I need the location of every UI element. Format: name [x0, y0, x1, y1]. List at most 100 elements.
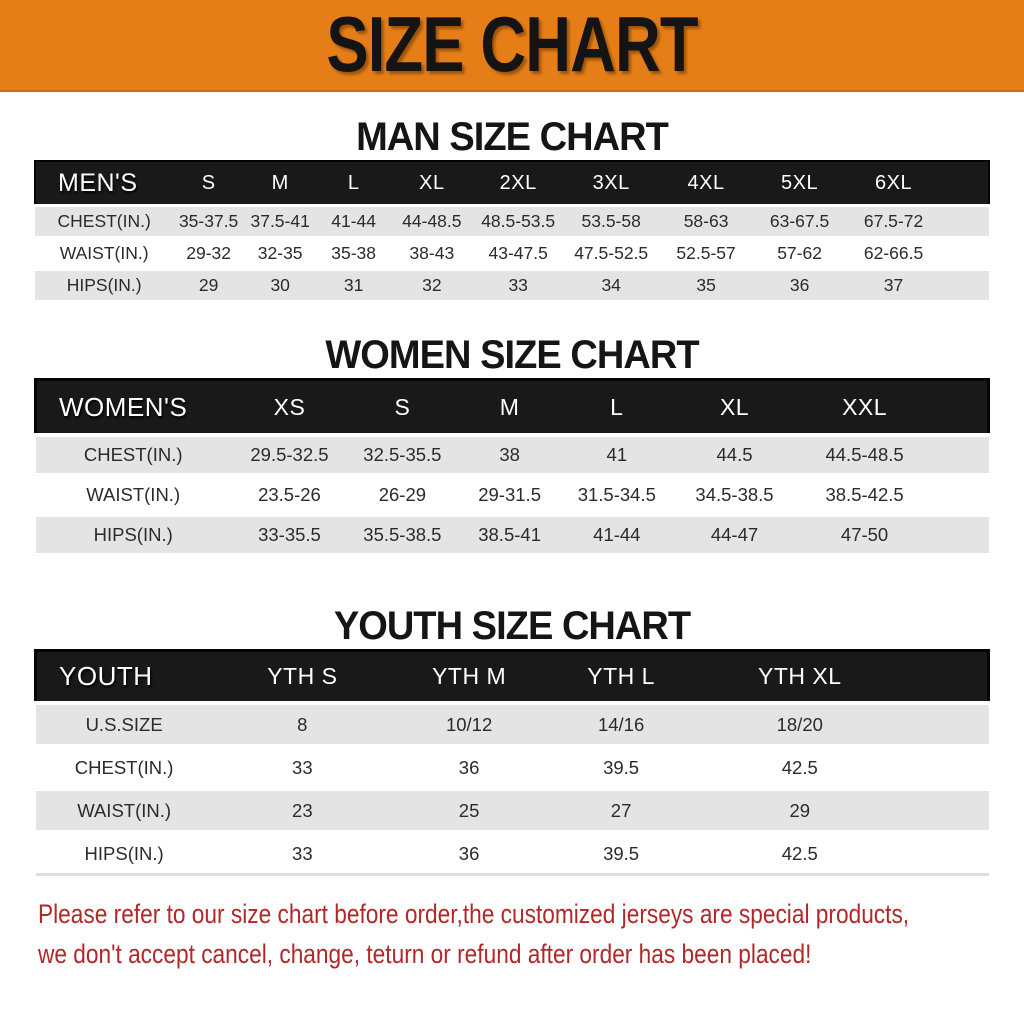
size-column-header: 2XL: [499, 171, 537, 194]
size-cell: 33: [292, 756, 313, 778]
size-column-header: M: [499, 393, 520, 420]
banner: SIZE CHART: [0, 0, 1024, 92]
size-cell: 23: [292, 799, 313, 821]
table-row-hips: HIPS(IN.) 33 36 39.5 42.5: [35, 832, 989, 875]
size-column-header: M: [271, 171, 289, 194]
spacer: [904, 651, 989, 704]
size-cell: 33-35.5: [258, 524, 321, 545]
youth-corner-label: YOUTH: [59, 661, 153, 691]
table-row-waist: WAIST(IN.) 29-32 32-35 35-38 38-43 43-47…: [35, 237, 989, 270]
size-column-header: YTH L: [587, 663, 655, 689]
size-cell: 41-44: [593, 524, 641, 545]
size-column-header: 6XL: [874, 171, 913, 194]
size-cell: 44.5-48.5: [825, 444, 904, 465]
table-row-ussize: U.S.SIZE 8 10/12 14/16 18/20: [35, 703, 989, 746]
size-column-header: XXL: [842, 393, 888, 420]
row-label: WAIST(IN.): [59, 243, 149, 263]
size-cell: 35: [696, 275, 716, 295]
size-column-header: XS: [273, 393, 306, 420]
size-cell: 29.5-32.5: [250, 444, 329, 465]
size-cell: 29-32: [186, 243, 231, 263]
size-cell: 47-50: [840, 524, 889, 545]
size-cell: 38.5-41: [478, 524, 541, 545]
size-column-header: 5XL: [781, 171, 819, 194]
row-label: WAIST(IN.): [86, 484, 181, 505]
size-cell: 33: [292, 842, 313, 864]
man-section-title: MAN SIZE CHART: [356, 115, 669, 159]
row-label: WAIST(IN.): [77, 799, 172, 821]
size-cell: 29-31.5: [478, 484, 541, 505]
size-cell: 41-44: [331, 211, 376, 231]
size-cell: 37: [883, 275, 904, 295]
size-column-header: YTH XL: [758, 663, 842, 689]
mens-size-table: MEN'S S M L XL 2XL 3XL 4XL 5XL 6XL CHEST…: [34, 160, 990, 300]
size-cell: 38-43: [409, 243, 455, 263]
size-cell: 31: [343, 275, 364, 295]
size-column-header: L: [347, 171, 360, 194]
size-cell: 36: [789, 275, 810, 295]
footer-line-1: Please refer to our size chart before or…: [38, 899, 910, 929]
mens-corner-label: MEN'S: [58, 168, 138, 197]
mens-header-row: MEN'S S M L XL 2XL 3XL 4XL 5XL 6XL: [35, 161, 989, 206]
size-column-header: XL: [719, 393, 750, 420]
size-cell: 29: [198, 275, 219, 295]
spacer: [941, 238, 989, 270]
size-cell: 41: [606, 444, 628, 465]
size-cell: 58-63: [683, 211, 729, 231]
size-cell: 32: [422, 275, 442, 295]
womens-header-row: WOMEN'S XS S M L XL XXL: [35, 379, 989, 436]
youth-header-row: YOUTH YTH S YTH M YTH L YTH XL: [35, 650, 989, 704]
size-cell: 31.5-34.5: [577, 484, 656, 505]
size-column-header: S: [394, 393, 411, 420]
size-cell: 34.5-38.5: [695, 484, 774, 505]
youth-size-table: YOUTH YTH S YTH M YTH L YTH XL U.S.SIZE …: [34, 649, 990, 876]
row-label: HIPS(IN.): [66, 275, 142, 295]
spacer: [941, 270, 989, 301]
banner-title: SIZE CHART: [326, 1, 698, 89]
row-label: CHEST(IN.): [83, 444, 183, 465]
size-cell: 52.5-57: [676, 243, 736, 263]
table-row-chest: CHEST(IN.) 29.5-32.5 32.5-35.5 38 41 44.…: [35, 435, 989, 475]
size-cell: 18/20: [776, 713, 823, 735]
size-cell: 33: [508, 275, 528, 295]
size-cell: 32.5-35.5: [363, 444, 442, 465]
womens-size-table: WOMEN'S XS S M L XL XXL CHEST(IN.) 29.5-…: [34, 378, 990, 553]
row-label: HIPS(IN.): [84, 842, 164, 864]
size-cell: 10/12: [445, 713, 493, 735]
spacer: [904, 746, 989, 789]
size-cell: 27: [610, 799, 632, 821]
spacer: [904, 703, 989, 746]
size-cell: 36: [458, 756, 480, 778]
size-cell: 14/16: [597, 713, 645, 735]
table-row-chest: CHEST(IN.) 35-37.5 37.5-41 41-44 44-48.5…: [35, 205, 989, 238]
table-row-hips: HIPS(IN.) 33-35.5 35.5-38.5 38.5-41 41-4…: [35, 515, 989, 553]
spacer: [931, 435, 988, 475]
womens-corner-label: WOMEN'S: [59, 391, 188, 422]
size-column-header: YTH M: [432, 663, 507, 689]
row-label: CHEST(IN.): [74, 756, 174, 778]
table-row-hips: HIPS(IN.) 29 30 31 32 33 34 35 36 37: [35, 269, 989, 301]
size-cell: 38.5-42.5: [825, 484, 904, 505]
row-label: CHEST(IN.): [57, 211, 151, 231]
size-column-header: 4XL: [687, 171, 725, 194]
size-cell: 29: [789, 799, 811, 821]
footer-note: Please refer to our size chart before or…: [38, 894, 1024, 974]
size-cell: 47.5-52.5: [574, 243, 649, 263]
size-cell: 42.5: [781, 842, 818, 864]
size-cell: 44.5: [716, 444, 753, 465]
size-cell: 67.5-72: [863, 211, 924, 231]
size-cell: 38: [499, 444, 520, 465]
size-cell: 35-37.5: [178, 211, 239, 231]
size-cell: 48.5-53.5: [481, 211, 556, 231]
spacer: [904, 832, 989, 875]
size-column-header: XL: [419, 171, 445, 194]
size-cell: 44-48.5: [402, 211, 462, 231]
row-label: HIPS(IN.): [93, 524, 173, 545]
spacer: [931, 380, 988, 436]
size-cell: 43-47.5: [488, 243, 548, 263]
size-cell: 63-67.5: [769, 211, 830, 231]
size-cell: 39.5: [603, 842, 640, 864]
size-cell: 39.5: [603, 756, 640, 778]
size-column-header: 3XL: [592, 171, 630, 194]
